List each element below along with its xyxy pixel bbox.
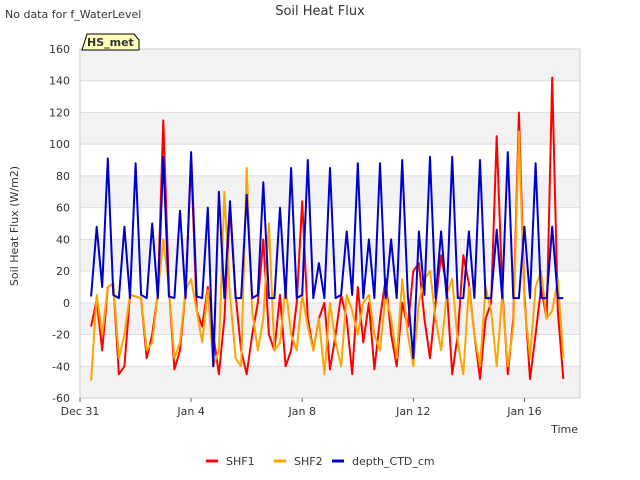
plot-frame — [79, 48, 581, 399]
legend-label: SHF2 — [294, 455, 323, 468]
x-tick-label: Jan 12 — [395, 405, 430, 418]
y-tick-label: 80 — [56, 170, 70, 183]
legend: SHF1 SHF2 depth_CTD_cm — [206, 455, 435, 468]
series-line-depth-ctd-cm — [90, 151, 564, 368]
chart-title: Soil Heat Flux — [275, 4, 365, 19]
hs-met-badge: HS_met — [81, 33, 140, 51]
y-tick-label: 100 — [49, 138, 70, 151]
background-band — [80, 112, 580, 145]
y-axis-label: Soil Heat Flux (W/m2) — [8, 166, 21, 286]
x-tick-label: Jan 16 — [506, 405, 541, 418]
y-tick-label: -40 — [52, 360, 70, 373]
y-tick-label: 140 — [49, 75, 70, 88]
y-tick-label: 120 — [49, 106, 70, 119]
y-tick-label: 160 — [49, 43, 70, 56]
y-axis-ticks: -60 -40 -20 0 20 40 60 80 100 120 140 160 — [49, 43, 70, 405]
x-tick-label: Jan 8 — [287, 405, 315, 418]
y-tick-label: 40 — [56, 233, 70, 246]
series-line-shf2 — [90, 130, 565, 381]
legend-label: SHF1 — [226, 455, 255, 468]
x-tick-label: Dec 31 — [61, 405, 100, 418]
y-tick-label: -20 — [52, 329, 70, 342]
series-layer — [90, 76, 565, 381]
background-band — [80, 366, 580, 398]
badge-shape — [81, 33, 140, 51]
y-tick-label: 60 — [56, 202, 70, 215]
badge-label: HS_met — [87, 36, 134, 49]
y-tick-label: -60 — [52, 392, 70, 405]
x-tick-label: Jan 4 — [176, 405, 204, 418]
no-data-note: No data for f_WaterLevel — [5, 8, 141, 21]
x-axis-ticks: Dec 31 Jan 4 Jan 8 Jan 12 Jan 16 — [61, 398, 542, 418]
y-tick-label: 0 — [63, 297, 70, 310]
y-tick-label: 20 — [56, 265, 70, 278]
background-band — [80, 49, 580, 81]
legend-label: depth_CTD_cm — [352, 455, 435, 468]
x-axis-label: Time — [550, 423, 578, 436]
